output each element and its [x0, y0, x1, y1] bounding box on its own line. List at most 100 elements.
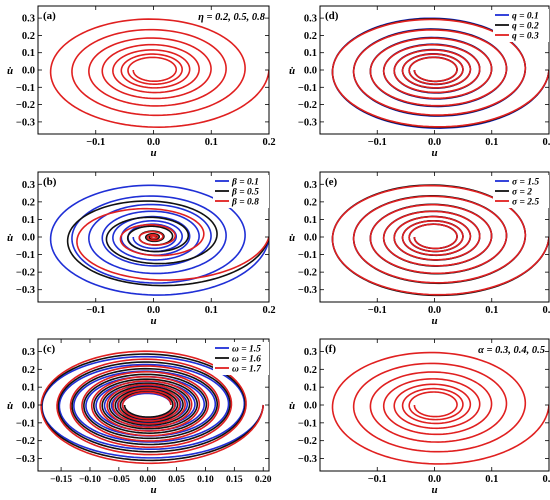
- x-tick-label: −0.1: [368, 474, 387, 485]
- y-tick-label: 0.1: [22, 215, 35, 226]
- y-tick-label: −0.3: [16, 285, 35, 296]
- y-tick-label: −0.1: [298, 250, 317, 261]
- y-tick-label: 0.0: [304, 233, 317, 244]
- y-tick-label: −0.1: [16, 418, 35, 429]
- panel-f: −0.1 0.0 0.1 0.2 −0.3 −0.2 −0.1 0.0 0.1 0.2 0.3 u u̇…: [289, 338, 550, 496]
- x-tick-label: −0.15: [50, 475, 72, 485]
- panel-label: (f): [325, 343, 336, 355]
- x-tick-label: 0.15: [226, 475, 243, 485]
- x-axis-label: u: [150, 147, 156, 159]
- y-axis-label: u̇: [7, 232, 13, 244]
- y-tick-label: −0.1: [16, 250, 35, 261]
- legend-entry: q = 0.3: [512, 32, 539, 42]
- y-tick-label: 0.0: [22, 66, 35, 77]
- x-tick-label: 0.1: [485, 474, 498, 485]
- y-tick-label: 0.2: [22, 31, 35, 42]
- axis-ticks: −0.1 0.0 0.1 0.2 −0.3 −0.2 −0.1 0.0 0.1 0.2 0.3: [298, 6, 550, 148]
- panel-label: (d): [325, 10, 339, 22]
- y-tick-label: 0.3: [22, 180, 35, 191]
- x-tick-label: −0.10: [79, 475, 101, 485]
- y-tick-label: −0.1: [298, 418, 317, 429]
- axis-ticks: −0.1 0.0 0.1 0.2 −0.3 −0.2 −0.1 0.0 0.1 0.2 0.3: [16, 172, 276, 316]
- x-tick-label: 0.0: [428, 474, 441, 485]
- series-curve-3: [40, 350, 265, 465]
- x-axis-label: u: [431, 147, 437, 159]
- x-tick-label: 0.0: [428, 305, 441, 316]
- y-tick-label: 0.2: [304, 197, 317, 208]
- parameter-annotation: η = 0.2, 0.5, 0.8: [198, 12, 266, 23]
- x-tick-label: 0.1: [485, 305, 498, 316]
- y-tick-label: −0.2: [298, 100, 317, 111]
- x-tick-label: −0.05: [108, 475, 130, 485]
- legend-entry: ω = 1.5: [232, 345, 261, 355]
- x-tick-label: 0.10: [197, 475, 214, 485]
- y-tick-label: −0.3: [298, 454, 317, 465]
- x-tick-label: 0.0: [428, 137, 441, 148]
- x-tick-label: −0.1: [368, 137, 387, 148]
- y-tick-label: 0.1: [304, 383, 317, 394]
- series-group: [49, 184, 269, 296]
- y-tick-label: −0.2: [16, 100, 35, 111]
- panel-a: −0.1 0.0 0.1 0.2 −0.3 −0.2 −0.1 0.0 0.1 0.2 0.3 u u̇…: [7, 5, 276, 159]
- x-tick-label: 0.00: [139, 475, 156, 485]
- series-curve-3: [331, 184, 549, 296]
- panel-label: (e): [325, 176, 338, 188]
- panel-b: −0.1 0.0 0.1 0.2 −0.3 −0.2 −0.1 0.0 0.1 0.2 0.3 u u̇…: [7, 171, 276, 327]
- x-tick-label: −0.1: [86, 305, 105, 316]
- panel-c: −0.15 −0.10 −0.05 0.00 0.05 0.10 0.15 0.20 −0.3 −…: [7, 338, 272, 496]
- x-tick-label: −0.1: [86, 137, 105, 148]
- panel-d: −0.1 0.0 0.1 0.2 −0.3 −0.2 −0.1 0.0 0.1 0.2 0.3 u u̇…: [289, 5, 550, 159]
- y-axis-label: u̇: [289, 400, 295, 412]
- parameter-annotation: α = 0.3, 0.4, 0.5: [478, 345, 545, 356]
- series-curve-1: [49, 18, 269, 128]
- axis-ticks: −0.1 0.0 0.1 0.2 −0.3 −0.2 −0.1 0.0 0.1 0.2 0.3: [298, 172, 550, 316]
- x-tick-label: 0.2: [262, 137, 275, 148]
- y-tick-label: −0.2: [16, 436, 35, 447]
- y-tick-label: 0.2: [304, 31, 317, 42]
- y-tick-label: 0.3: [22, 347, 35, 358]
- x-tick-label: 0.2: [262, 305, 275, 316]
- y-axis-label: u̇: [289, 232, 295, 244]
- x-tick-label: 0.0: [147, 137, 160, 148]
- y-tick-label: −0.1: [16, 83, 35, 94]
- y-tick-label: −0.3: [16, 117, 35, 128]
- y-tick-label: 0.1: [304, 215, 317, 226]
- x-axis-label: u: [150, 484, 156, 496]
- y-axis-label: u̇: [289, 65, 295, 77]
- legend-entry: ω = 1.6: [232, 355, 261, 365]
- series-group: [331, 184, 549, 297]
- y-tick-label: −0.1: [298, 83, 317, 94]
- x-tick-label: 0.05: [168, 475, 185, 485]
- x-axis-label: u: [431, 484, 437, 496]
- x-axis-label: u: [150, 315, 156, 327]
- x-tick-label: 0.0: [147, 305, 160, 316]
- y-tick-label: 0.1: [22, 383, 35, 394]
- series-curve-3: [76, 207, 269, 281]
- panel-label: (b): [43, 176, 57, 188]
- y-tick-label: 0.0: [304, 66, 317, 77]
- legend-entry: q = 0.2: [512, 22, 539, 32]
- y-tick-label: 0.3: [304, 180, 317, 191]
- panel-e: −0.1 0.0 0.1 0.2 −0.3 −0.2 −0.1 0.0 0.1 0.2 0.3 u u̇…: [289, 171, 550, 327]
- y-tick-label: 0.0: [22, 401, 35, 412]
- axis-ticks: −0.1 0.0 0.1 0.2 −0.3 −0.2 −0.1 0.0 0.1 0.2 0.3: [16, 6, 276, 148]
- panel-label: (c): [43, 343, 56, 355]
- series-curve-3: [331, 18, 549, 128]
- x-tick-label: 0.20: [255, 475, 272, 485]
- x-tick-label: 0.2: [542, 474, 550, 485]
- y-tick-label: 0.0: [22, 233, 35, 244]
- y-tick-label: −0.3: [16, 454, 35, 465]
- y-tick-label: 0.1: [304, 48, 317, 59]
- legend: q = 0.1q = 0.2q = 0.3: [493, 9, 549, 42]
- series-group: [40, 350, 265, 465]
- y-tick-label: −0.2: [16, 268, 35, 279]
- series-group: [331, 351, 549, 465]
- legend: ω = 1.5ω = 1.6ω = 1.7: [213, 342, 269, 375]
- legend: σ = 1.5σ = 2σ = 2.5: [493, 175, 549, 208]
- legend-entry: q = 0.1: [512, 12, 539, 22]
- panel-label: (a): [43, 10, 56, 22]
- legend-entry: ω = 1.7: [232, 365, 262, 375]
- legend-entry: σ = 2: [512, 188, 532, 198]
- y-axis-label: u̇: [7, 65, 13, 77]
